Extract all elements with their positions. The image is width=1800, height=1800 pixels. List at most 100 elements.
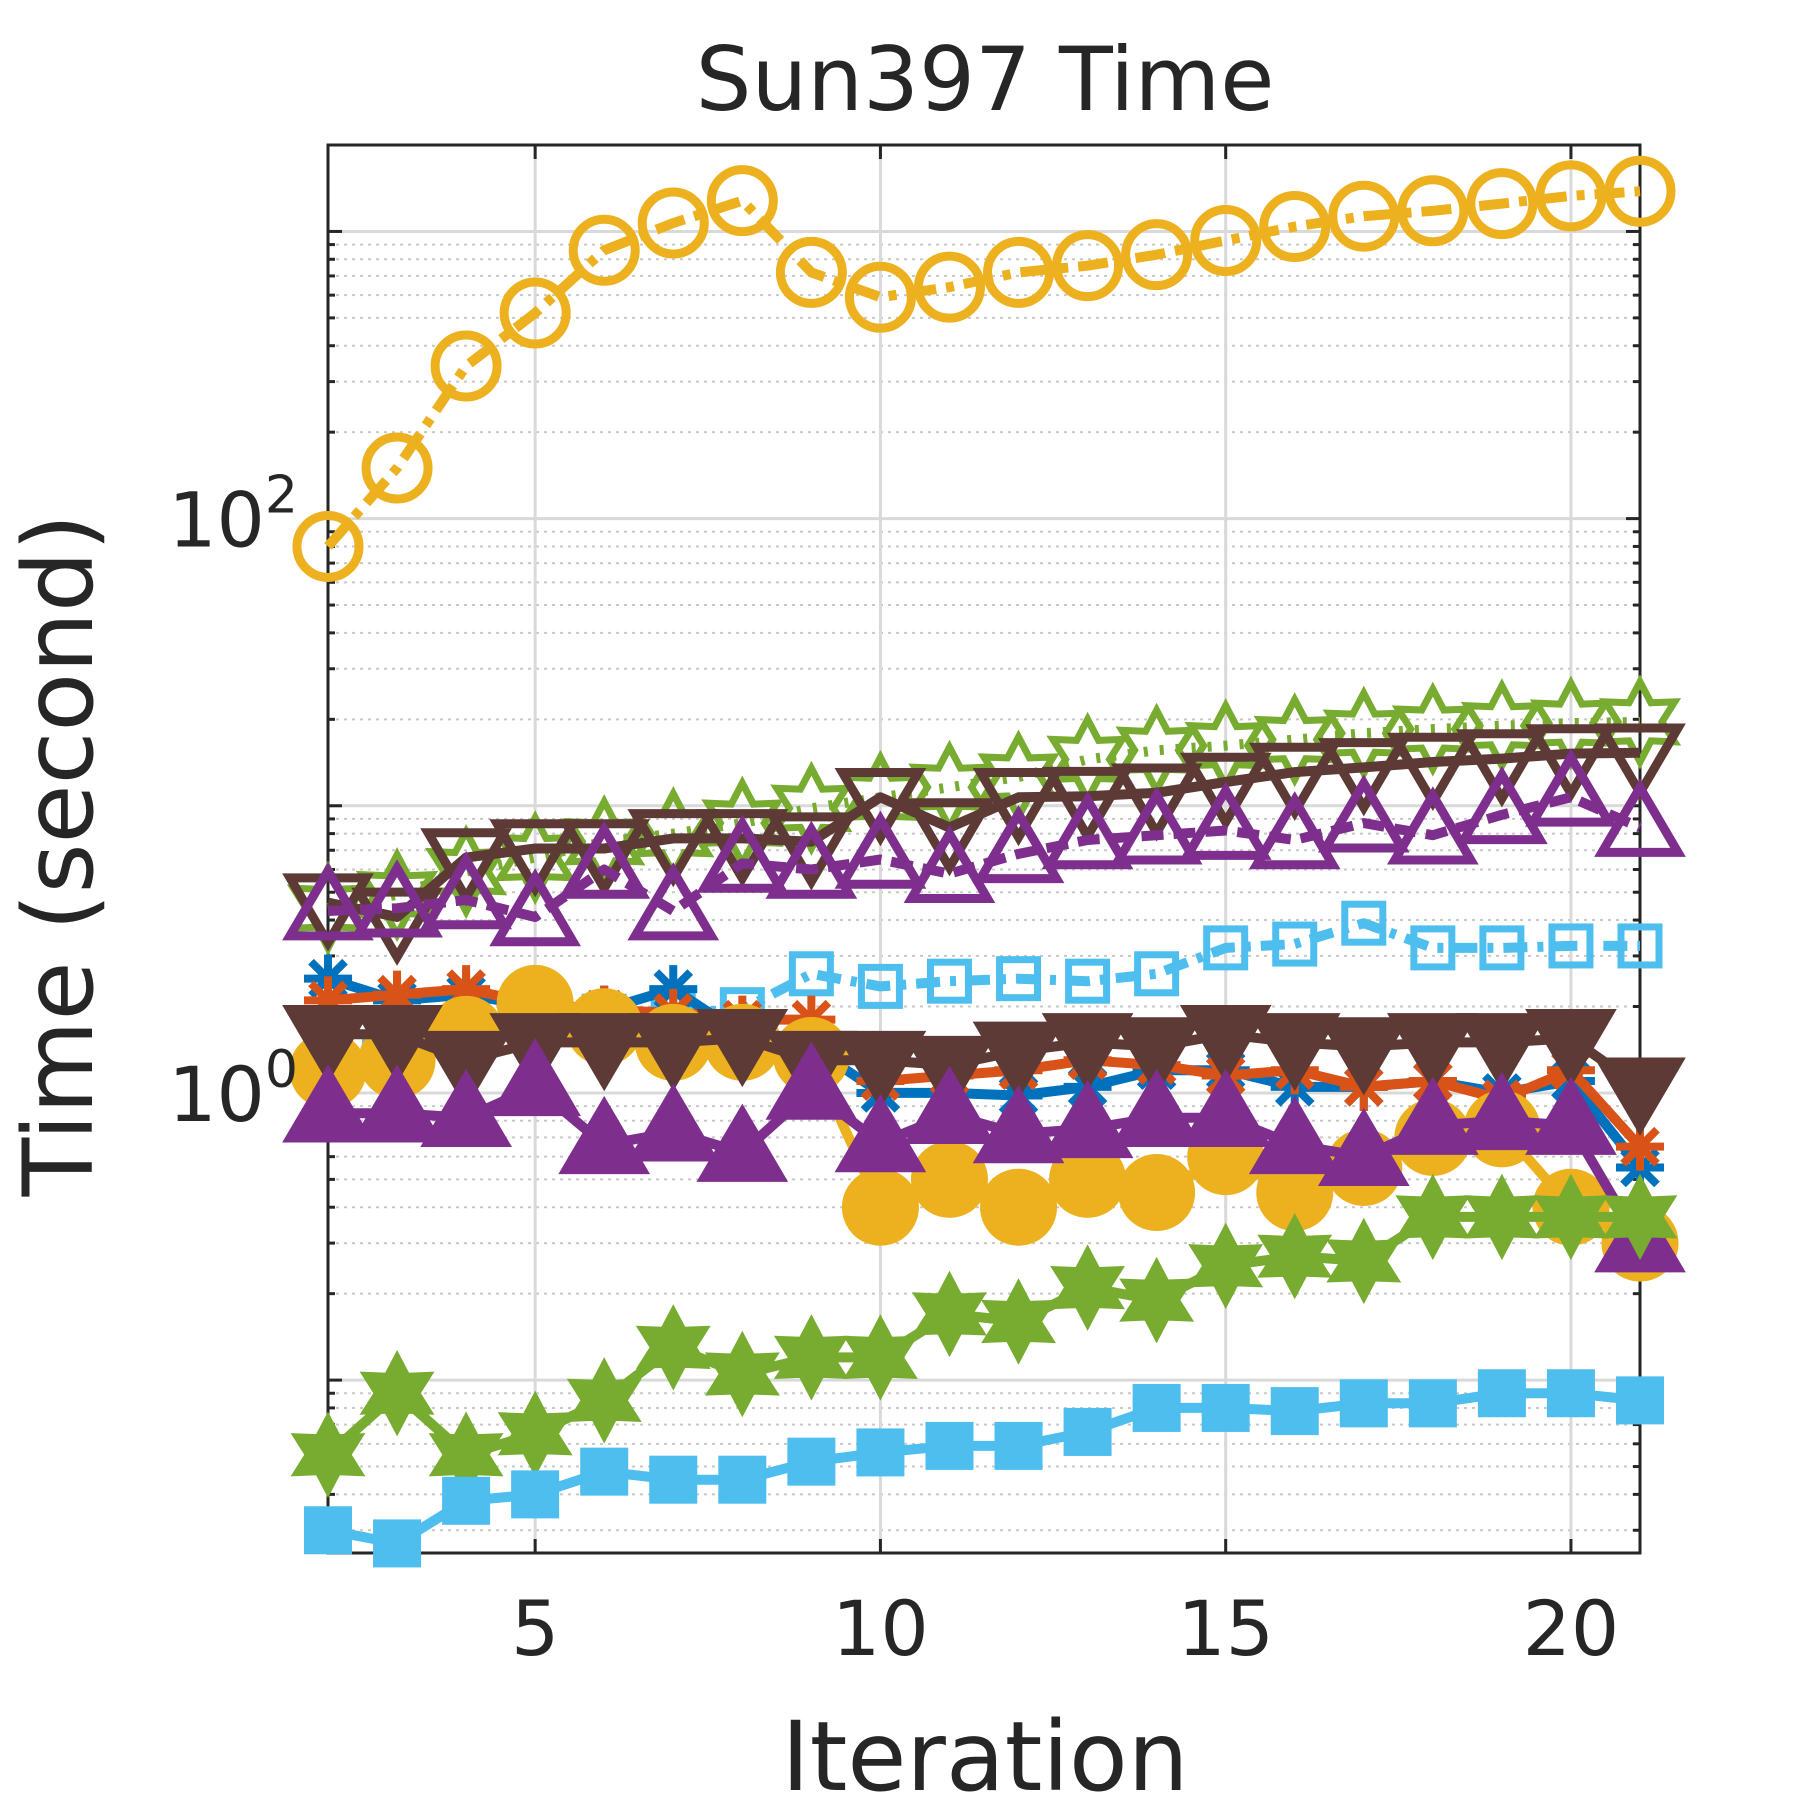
y-tick-exponent: 0 — [265, 1040, 298, 1100]
data-point — [304, 1506, 352, 1555]
series-purple-open-triangle-dashed — [282, 748, 1686, 947]
data-point — [981, 1278, 1057, 1365]
data-point — [351, 1064, 443, 1143]
data-point — [1248, 791, 1341, 870]
series-green-filled-hexagram — [290, 1173, 1678, 1498]
data-point — [430, 330, 502, 402]
data-point — [1604, 155, 1676, 227]
y-tick-base: 10 — [168, 476, 265, 565]
y-tick-exponent: 2 — [265, 466, 298, 526]
data-point — [1317, 774, 1410, 853]
data-point — [1110, 1068, 1203, 1147]
data-point — [696, 1103, 789, 1182]
data-point — [1257, 1212, 1333, 1300]
data-point — [442, 1476, 491, 1525]
data-point — [637, 187, 709, 259]
data-point — [972, 768, 1065, 847]
data-point — [1328, 180, 1400, 252]
data-point — [1386, 1076, 1479, 1155]
data-point — [1617, 923, 1663, 969]
data-point — [1317, 738, 1410, 817]
data-point — [1548, 923, 1594, 969]
data-point — [489, 1037, 582, 1117]
data-point — [282, 862, 374, 941]
data-point — [765, 812, 858, 891]
data-point — [1203, 925, 1249, 971]
data-point — [996, 956, 1042, 1002]
data-point — [1248, 1013, 1341, 1092]
data-point — [980, 1168, 1058, 1246]
data-point — [1410, 925, 1456, 971]
series-yellow-open-circle-dashdot — [292, 155, 1676, 582]
data-point — [1119, 1256, 1195, 1344]
data-point — [843, 1314, 918, 1401]
data-point — [1594, 723, 1686, 802]
data-point — [1270, 1387, 1319, 1436]
data-point — [1272, 921, 1318, 967]
data-point — [1179, 1005, 1272, 1084]
data-point — [580, 1447, 629, 1496]
data-point — [627, 809, 720, 888]
data-point — [925, 1421, 974, 1470]
data-point — [1188, 1222, 1264, 1310]
data-point — [834, 810, 927, 889]
data-point — [282, 1064, 374, 1143]
data-point — [1259, 191, 1331, 263]
y-tick-label: 102 — [168, 466, 298, 565]
data-point — [1546, 1369, 1595, 1418]
y-tick-base: 10 — [168, 1050, 265, 1139]
data-point — [1110, 786, 1203, 865]
data-point — [558, 820, 651, 899]
data-point — [770, 760, 853, 856]
data-point — [1118, 1154, 1196, 1232]
x-axis-label: Iteration — [781, 1701, 1188, 1800]
data-point — [420, 1030, 512, 1110]
data-point — [1326, 1217, 1402, 1305]
data-point — [1616, 1376, 1664, 1425]
data-point — [1535, 160, 1607, 232]
series-layer — [282, 155, 1686, 1568]
data-point — [972, 1085, 1065, 1164]
data-point — [511, 1470, 560, 1519]
data-point — [1456, 765, 1548, 845]
data-point — [351, 887, 443, 966]
data-point — [1201, 1383, 1250, 1432]
data-point — [1466, 168, 1538, 240]
data-point — [1065, 958, 1111, 1004]
data-point — [635, 1304, 711, 1391]
data-point — [420, 1068, 512, 1147]
data-point — [1134, 951, 1180, 997]
data-point — [420, 828, 512, 907]
data-point — [373, 1519, 422, 1568]
x-tick-label: 15 — [1177, 1584, 1274, 1673]
data-point — [1248, 1095, 1341, 1175]
data-point — [765, 820, 858, 899]
data-point — [351, 859, 443, 938]
data-point — [1248, 742, 1341, 821]
data-point — [903, 824, 996, 904]
data-point — [844, 261, 916, 333]
data-point — [1594, 778, 1686, 857]
data-point — [1110, 1017, 1203, 1096]
data-point — [1041, 766, 1134, 846]
data-point — [1052, 230, 1124, 302]
data-point — [1386, 1013, 1479, 1092]
data-point — [696, 1008, 789, 1088]
data-point — [775, 236, 847, 308]
data-point — [351, 1005, 443, 1084]
data-point — [910, 1140, 988, 1218]
x-tick-label: 20 — [1523, 1584, 1620, 1673]
data-point — [972, 1021, 1065, 1100]
data-point — [972, 804, 1065, 884]
data-point — [1386, 786, 1479, 865]
data-point — [282, 1005, 374, 1084]
data-point — [1598, 674, 1682, 770]
data-point — [1525, 724, 1617, 803]
data-point — [1616, 1122, 1664, 1171]
data-point — [1408, 1379, 1457, 1428]
data-point — [696, 814, 789, 893]
series-lightblue-filled-square — [304, 1369, 1664, 1568]
data-point — [1456, 729, 1548, 808]
